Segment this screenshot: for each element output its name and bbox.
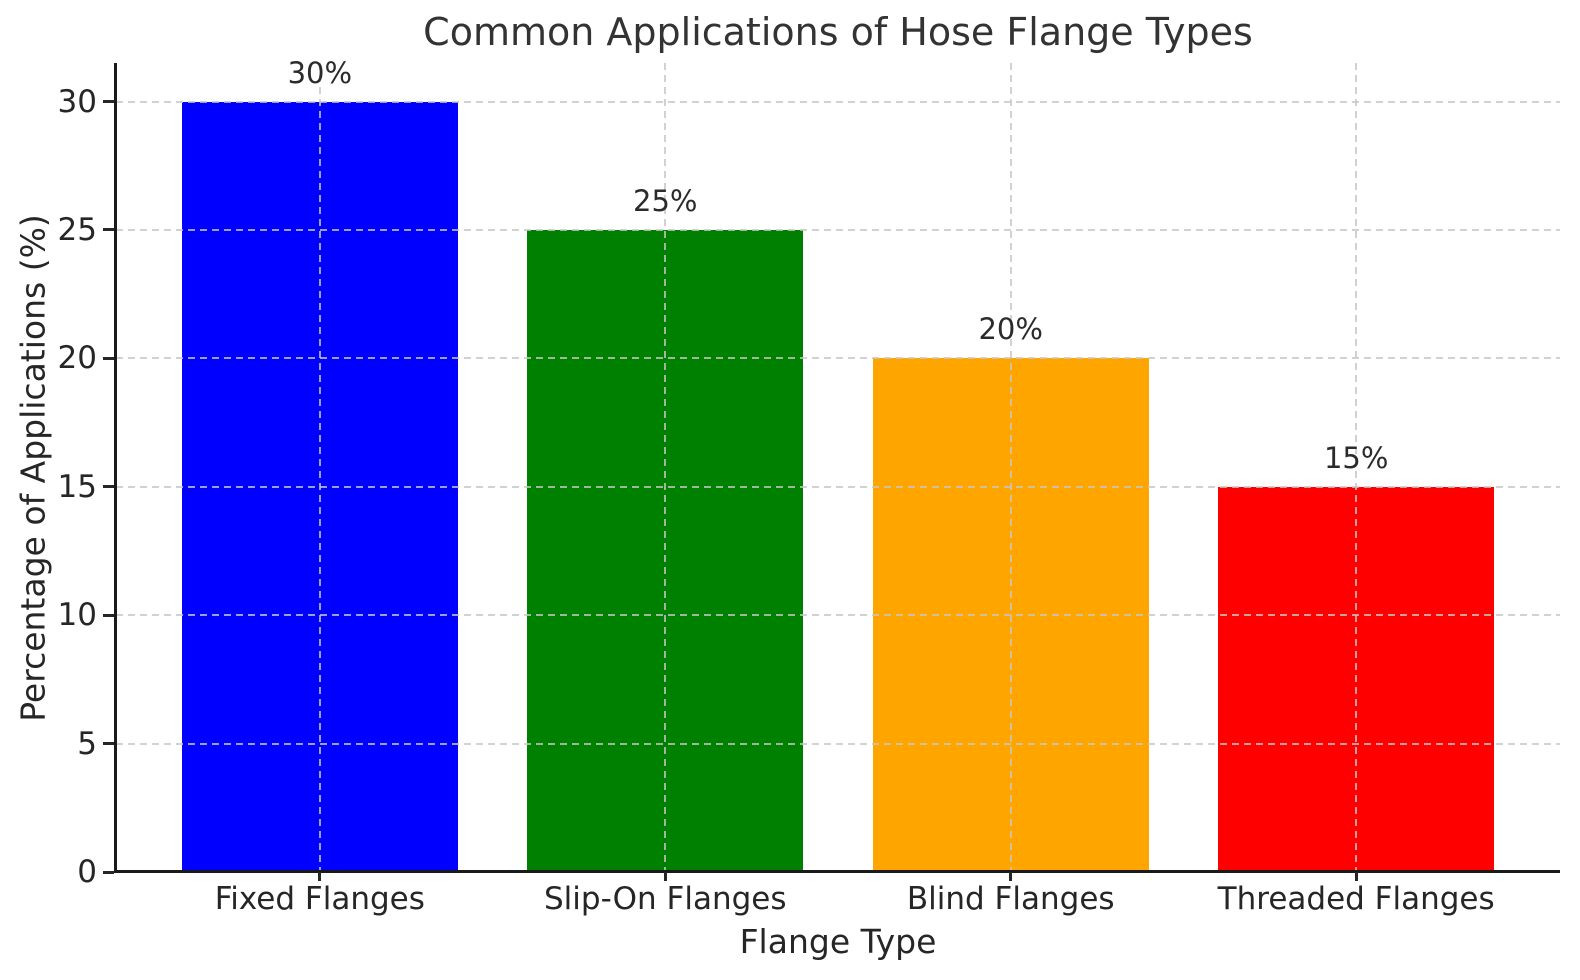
bar-value-label-fixed-flanges: 30% [287,55,353,90]
y-tick-0 [103,870,114,874]
y-tick-25 [103,228,114,232]
gridline-h-15 [116,485,1560,488]
gridline-v-threaded-flanges [1355,63,1358,870]
x-tick-slip-on-flanges [663,872,667,881]
y-tick-label-15: 15 [57,468,97,505]
y-tick-5 [103,742,114,746]
x-tick-blind-flanges [1009,872,1013,881]
gridline-h-5 [116,742,1560,745]
y-axis-label: Percentage of Applications (%) [13,214,53,722]
x-tick-label-slip-on-flanges: Slip-On Flanges [544,881,787,917]
bar-value-label-blind-flanges: 20% [978,312,1043,347]
y-tick-label-30: 30 [57,83,97,120]
y-tick-10 [103,613,114,617]
gridline-v-blind-flanges [1009,63,1012,870]
y-tick-label-25: 25 [57,211,97,248]
x-tick-fixed-flanges [318,872,322,881]
x-tick-label-threaded-flanges: Threaded Flanges [1217,881,1495,917]
gridline-h-10 [116,614,1560,617]
y-tick-label-0: 0 [77,854,97,890]
x-axis-label: Flange Type [739,922,937,961]
y-tick-label-5: 5 [77,725,97,762]
gridline-v-slip-on-flanges [664,63,667,870]
y-tick-20 [103,356,114,360]
y-tick-label-10: 10 [57,597,97,634]
gridline-h-20 [116,357,1560,360]
chart-title: Common Applications of Hose Flange Types [423,10,1253,54]
y-tick-15 [103,485,114,489]
x-tick-label-fixed-flanges: Fixed Flanges [214,881,425,917]
x-tick-threaded-flanges [1354,872,1358,881]
y-tick-label-20: 20 [57,340,97,377]
y-tick-30 [103,100,114,104]
y-axis-spine [114,63,117,873]
gridline-v-fixed-flanges [318,63,321,870]
gridline-h-30 [116,100,1560,103]
bar-value-label-threaded-flanges: 15% [1323,440,1389,475]
gridline-h-25 [116,228,1560,231]
bar-value-label-slip-on-flanges: 25% [633,183,698,218]
x-axis-spine [114,870,1560,873]
x-tick-label-blind-flanges: Blind Flanges [906,881,1115,917]
